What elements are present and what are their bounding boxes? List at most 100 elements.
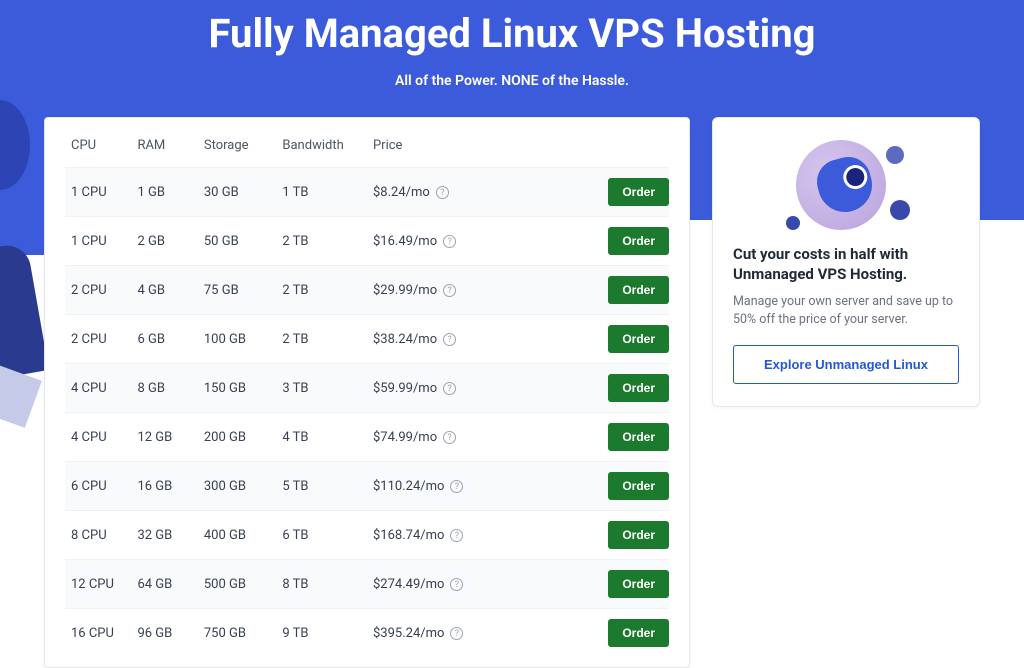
moon-icon bbox=[786, 216, 800, 230]
order-button[interactable]: Order bbox=[608, 423, 669, 451]
info-icon[interactable]: ? bbox=[443, 382, 456, 395]
cell-ram: 2 GB bbox=[131, 217, 197, 266]
cell-cpu: 1 CPU bbox=[65, 217, 131, 266]
cell-storage: 750 GB bbox=[198, 609, 277, 658]
info-icon[interactable]: ? bbox=[450, 627, 463, 640]
pricing-row: 4 CPU8 GB150 GB3 TB$59.99/mo? Order bbox=[65, 364, 669, 413]
info-icon[interactable]: ? bbox=[443, 284, 456, 297]
col-header-price: Price bbox=[367, 124, 572, 168]
cell-price: $59.99/mo? bbox=[367, 364, 572, 413]
order-button[interactable]: Order bbox=[608, 521, 669, 549]
cell-ram: 1 GB bbox=[131, 168, 197, 217]
pricing-row: 16 CPU96 GB750 GB9 TB$395.24/mo?Order bbox=[65, 609, 669, 658]
price-value: $74.99/mo bbox=[373, 430, 437, 445]
cell-ram: 12 GB bbox=[131, 413, 197, 462]
cell-ram: 4 GB bbox=[131, 266, 197, 315]
pricing-row: 8 CPU32 GB400 GB6 TB$168.74/mo?Order bbox=[65, 511, 669, 560]
pricing-table-card: CPU RAM Storage Bandwidth Price 1 CPU1 G… bbox=[44, 117, 690, 668]
col-header-storage: Storage bbox=[198, 124, 277, 168]
col-header-order bbox=[572, 124, 669, 168]
cell-price: $8.24/mo? bbox=[367, 168, 572, 217]
cell-cpu: 1 CPU bbox=[65, 168, 131, 217]
order-button[interactable]: Order bbox=[608, 472, 669, 500]
order-button[interactable]: Order bbox=[608, 619, 669, 647]
order-button[interactable]: Order bbox=[608, 178, 669, 206]
cell-ram: 16 GB bbox=[131, 462, 197, 511]
cell-order: Order bbox=[572, 168, 669, 217]
cell-storage: 50 GB bbox=[198, 217, 277, 266]
info-icon[interactable]: ? bbox=[443, 333, 456, 346]
cell-cpu: 2 CPU bbox=[65, 266, 131, 315]
cell-bandwidth: 9 TB bbox=[276, 609, 367, 658]
cell-cpu: 6 CPU bbox=[65, 462, 131, 511]
pricing-row: 2 CPU6 GB100 GB2 TB$38.24/mo?Order bbox=[65, 315, 669, 364]
pricing-row: 2 CPU4 GB75 GB2 TB$29.99/mo?Order bbox=[65, 266, 669, 315]
cell-price: $16.49/mo? bbox=[367, 217, 572, 266]
page-title: Fully Managed Linux VPS Hosting bbox=[0, 10, 1024, 57]
page-subtitle: All of the Power. NONE of the Hassle. bbox=[0, 73, 1024, 89]
order-button[interactable]: Order bbox=[608, 325, 669, 353]
cell-cpu: 12 CPU bbox=[65, 560, 131, 609]
info-icon[interactable]: ? bbox=[443, 431, 456, 444]
cell-bandwidth: 5 TB bbox=[276, 462, 367, 511]
price-value: $274.49/mo bbox=[373, 577, 444, 592]
price-value: $168.74/mo bbox=[373, 528, 444, 543]
pricing-header-row: CPU RAM Storage Bandwidth Price bbox=[65, 124, 669, 168]
cell-order: Order bbox=[572, 560, 669, 609]
pricing-row: 4 CPU12 GB200 GB4 TB $74.99/mo? Order bbox=[65, 413, 669, 462]
cell-price: $29.99/mo? bbox=[367, 266, 572, 315]
cell-order: Order bbox=[572, 609, 669, 658]
order-button[interactable]: Order bbox=[608, 276, 669, 304]
cell-storage: 75 GB bbox=[198, 266, 277, 315]
cell-storage: 30 GB bbox=[198, 168, 277, 217]
promo-illustration bbox=[786, 140, 906, 230]
promo-card: Cut your costs in half with Unmanaged VP… bbox=[712, 117, 980, 407]
info-icon[interactable]: ? bbox=[450, 480, 463, 493]
cell-storage: 300 GB bbox=[198, 462, 277, 511]
cell-ram: 8 GB bbox=[131, 364, 197, 413]
col-header-bandwidth: Bandwidth bbox=[276, 124, 367, 168]
pricing-row: 6 CPU16 GB300 GB5 TB$110.24/mo?Order bbox=[65, 462, 669, 511]
cell-bandwidth: 8 TB bbox=[276, 560, 367, 609]
cell-cpu: 2 CPU bbox=[65, 315, 131, 364]
col-header-cpu: CPU bbox=[65, 124, 131, 168]
cell-ram: 32 GB bbox=[131, 511, 197, 560]
explore-unmanaged-button[interactable]: Explore Unmanaged Linux bbox=[733, 345, 959, 384]
info-icon[interactable]: ? bbox=[436, 186, 449, 199]
cell-price: $274.49/mo? bbox=[367, 560, 572, 609]
price-value: $395.24/mo bbox=[373, 626, 444, 641]
order-button[interactable]: Order bbox=[608, 227, 669, 255]
order-button[interactable]: Order bbox=[608, 374, 669, 402]
cell-bandwidth: 4 TB bbox=[276, 413, 367, 462]
cell-storage: 100 GB bbox=[198, 315, 277, 364]
cell-cpu: 16 CPU bbox=[65, 609, 131, 658]
cell-storage: 400 GB bbox=[198, 511, 277, 560]
moon-icon bbox=[890, 200, 910, 220]
moon-icon bbox=[886, 146, 904, 164]
cell-cpu: 8 CPU bbox=[65, 511, 131, 560]
cell-cpu: 4 CPU bbox=[65, 413, 131, 462]
cell-price: $168.74/mo? bbox=[367, 511, 572, 560]
price-value: $16.49/mo bbox=[373, 234, 437, 249]
pricing-row: 12 CPU64 GB500 GB8 TB$274.49/mo?Order bbox=[65, 560, 669, 609]
cell-price: $395.24/mo? bbox=[367, 609, 572, 658]
price-value: $29.99/mo bbox=[373, 283, 437, 298]
cell-storage: 200 GB bbox=[198, 413, 277, 462]
cell-order: Order bbox=[572, 511, 669, 560]
cell-bandwidth: 2 TB bbox=[276, 217, 367, 266]
info-icon[interactable]: ? bbox=[450, 578, 463, 591]
order-button[interactable]: Order bbox=[608, 570, 669, 598]
pricing-row: 1 CPU1 GB30 GB1 TB$8.24/mo? Order bbox=[65, 168, 669, 217]
price-value: $110.24/mo bbox=[373, 479, 444, 494]
info-icon[interactable]: ? bbox=[443, 235, 456, 248]
cell-cpu: 4 CPU bbox=[65, 364, 131, 413]
cell-bandwidth: 3 TB bbox=[276, 364, 367, 413]
cell-storage: 500 GB bbox=[198, 560, 277, 609]
cell-bandwidth: 6 TB bbox=[276, 511, 367, 560]
cell-ram: 96 GB bbox=[131, 609, 197, 658]
cell-order: Order bbox=[572, 462, 669, 511]
cell-storage: 150 GB bbox=[198, 364, 277, 413]
info-icon[interactable]: ? bbox=[450, 529, 463, 542]
cell-price: $110.24/mo? bbox=[367, 462, 572, 511]
cell-bandwidth: 1 TB bbox=[276, 168, 367, 217]
